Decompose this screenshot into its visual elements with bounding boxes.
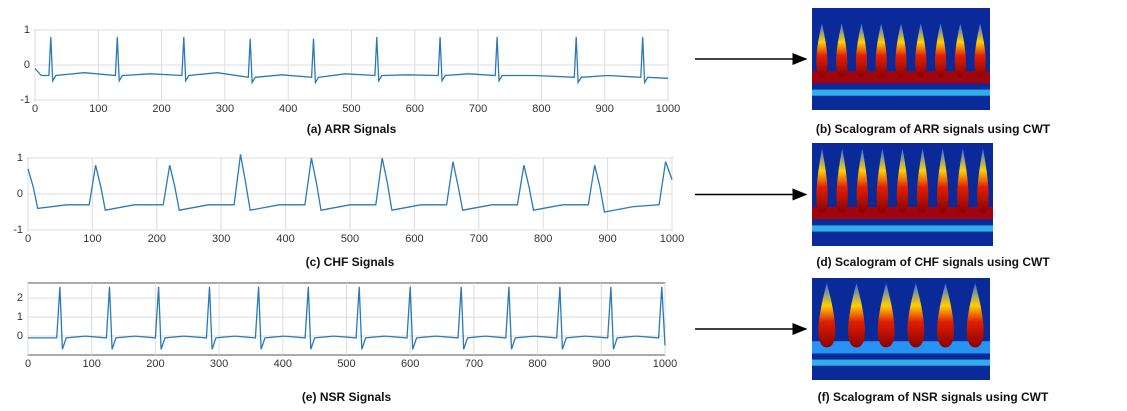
caption: (c) CHF Signals [306, 255, 395, 269]
scalogram-ridge [836, 23, 848, 78]
scalogram-band [812, 341, 990, 354]
scalogram-ridge [966, 283, 984, 348]
signal-line [28, 286, 666, 350]
signal-line [27, 154, 673, 213]
caption: (b) Scalogram of ARR signals using CWT [816, 122, 1051, 136]
x-tick-label: 500 [342, 103, 360, 115]
x-tick-label: 200 [146, 358, 164, 370]
scalogram-ridge [954, 23, 966, 78]
x-tick-label: 0 [32, 103, 38, 115]
scalogram-ridge [977, 148, 989, 214]
scalogram-ridge [907, 283, 925, 348]
x-tick-label: 800 [528, 358, 546, 370]
scalogram-ridge [848, 283, 865, 348]
x-tick-label: 100 [83, 233, 101, 245]
scalogram-ridge [816, 23, 828, 78]
x-tick-label: 1000 [653, 358, 677, 370]
scalogram-ridge [974, 23, 986, 78]
x-tick-label: 500 [337, 358, 355, 370]
x-tick-label: 400 [274, 358, 292, 370]
scalogram-ridge [934, 23, 947, 78]
caption: (d) Scalogram of CHF signals using CWT [816, 255, 1050, 269]
x-tick-label: 1000 [656, 103, 680, 115]
scalogram-ridge [855, 23, 868, 78]
x-tick-label: 900 [598, 233, 616, 245]
y-tick-label: 0 [17, 330, 23, 342]
signal-line [34, 36, 669, 85]
x-tick-label: 200 [152, 103, 170, 115]
caption: (a) ARR Signals [307, 122, 397, 136]
scalogram-ridge [916, 148, 929, 214]
x-tick-label: 300 [212, 233, 230, 245]
caption: (e) NSR Signals [302, 390, 392, 404]
scalogram-ridge [957, 148, 969, 214]
scalogram-ridge [876, 148, 889, 214]
x-tick-label: 400 [276, 233, 294, 245]
scalogram-ridge [896, 148, 909, 214]
x-tick-label: 0 [25, 233, 31, 245]
x-tick-label: 100 [89, 103, 107, 115]
x-tick-label: 700 [465, 358, 483, 370]
y-tick-label: 2 [17, 292, 23, 304]
scalogram-ridge [836, 148, 848, 214]
x-tick-label: 200 [148, 233, 166, 245]
x-tick-label: 300 [216, 103, 234, 115]
scalogram-ridge [937, 148, 949, 214]
x-tick-label: 600 [401, 358, 419, 370]
x-tick-label: 600 [405, 233, 423, 245]
x-tick-label: 900 [596, 103, 614, 115]
x-tick-label: 500 [341, 233, 359, 245]
scalogram-ridge [818, 283, 836, 348]
y-tick-label: 1 [17, 152, 23, 164]
scalogram-ridge [875, 23, 887, 78]
x-tick-label: 1000 [660, 233, 684, 245]
scalogram-ridge [816, 148, 828, 214]
scalogram-ridge [895, 23, 907, 78]
scalogram-band [812, 225, 993, 232]
scalogram-band [812, 206, 993, 220]
scalogram-ridge [856, 148, 868, 214]
y-tick-label: 0 [24, 59, 30, 71]
x-tick-label: 700 [470, 233, 488, 245]
y-tick-label: -1 [20, 94, 30, 106]
caption: (f) Scalogram of NSR signals using CWT [818, 390, 1049, 404]
scalogram-ridge [937, 283, 954, 348]
y-tick-label: -1 [13, 224, 23, 236]
x-tick-label: 900 [592, 358, 610, 370]
x-tick-label: 800 [532, 103, 550, 115]
x-tick-label: 800 [534, 233, 552, 245]
x-tick-label: 100 [83, 358, 101, 370]
scalogram-ridge [877, 283, 895, 348]
y-tick-label: 0 [17, 188, 23, 200]
x-tick-label: 700 [469, 103, 487, 115]
x-tick-label: 300 [210, 358, 228, 370]
x-tick-label: 0 [25, 358, 31, 370]
scalogram-ridge [915, 23, 927, 78]
x-tick-label: 400 [279, 103, 297, 115]
scalogram-band [812, 89, 990, 96]
y-tick-label: 1 [24, 24, 30, 36]
x-tick-label: 600 [406, 103, 424, 115]
y-tick-label: 1 [17, 311, 23, 323]
scalogram-band [812, 359, 990, 366]
